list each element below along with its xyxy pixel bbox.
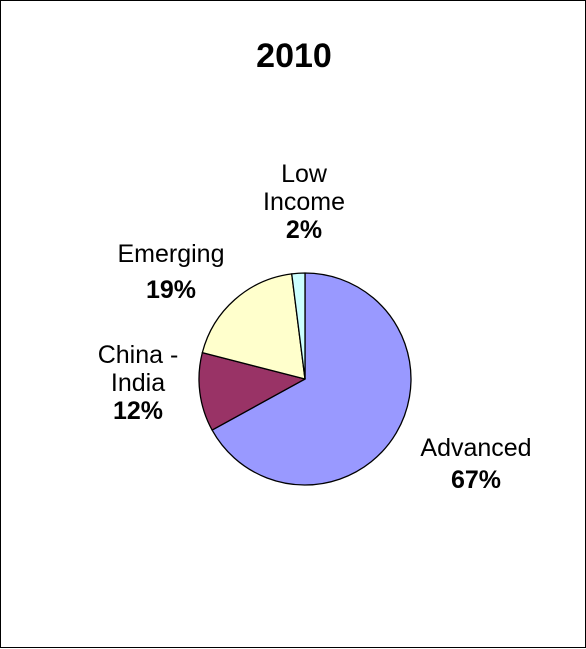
pie-slice-emerging [201, 273, 306, 380]
slice-label-advanced: Advanced 67% [420, 434, 531, 494]
slice-label-emerging: Emerging 19% [118, 240, 225, 304]
pie-slices [198, 272, 412, 486]
slice-value: 19% [146, 276, 196, 304]
slice-name-line: India [111, 369, 165, 397]
slice-label-low-income: Low Income 2% [263, 160, 345, 244]
slice-value: 67% [451, 466, 501, 494]
slice-name-line: Advanced [420, 434, 531, 462]
slice-value: 12% [113, 397, 163, 425]
slice-name-line: Income [263, 188, 345, 216]
slice-value: 2% [286, 216, 322, 244]
chart-title: 2010 [256, 37, 332, 75]
slice-label-china-india: China -India 12% [98, 341, 179, 425]
slice-name-line: Emerging [118, 240, 225, 268]
pie-slice-low-income [291, 272, 306, 380]
slice-name-line: Low [281, 160, 328, 188]
pie-slice-china-india [198, 351, 306, 431]
pie-labels: Advanced 67% China -India 12% Emerging 19% Low… [98, 160, 532, 494]
slice-name-line: China - [98, 341, 179, 369]
pie-slice-advanced [211, 272, 412, 486]
